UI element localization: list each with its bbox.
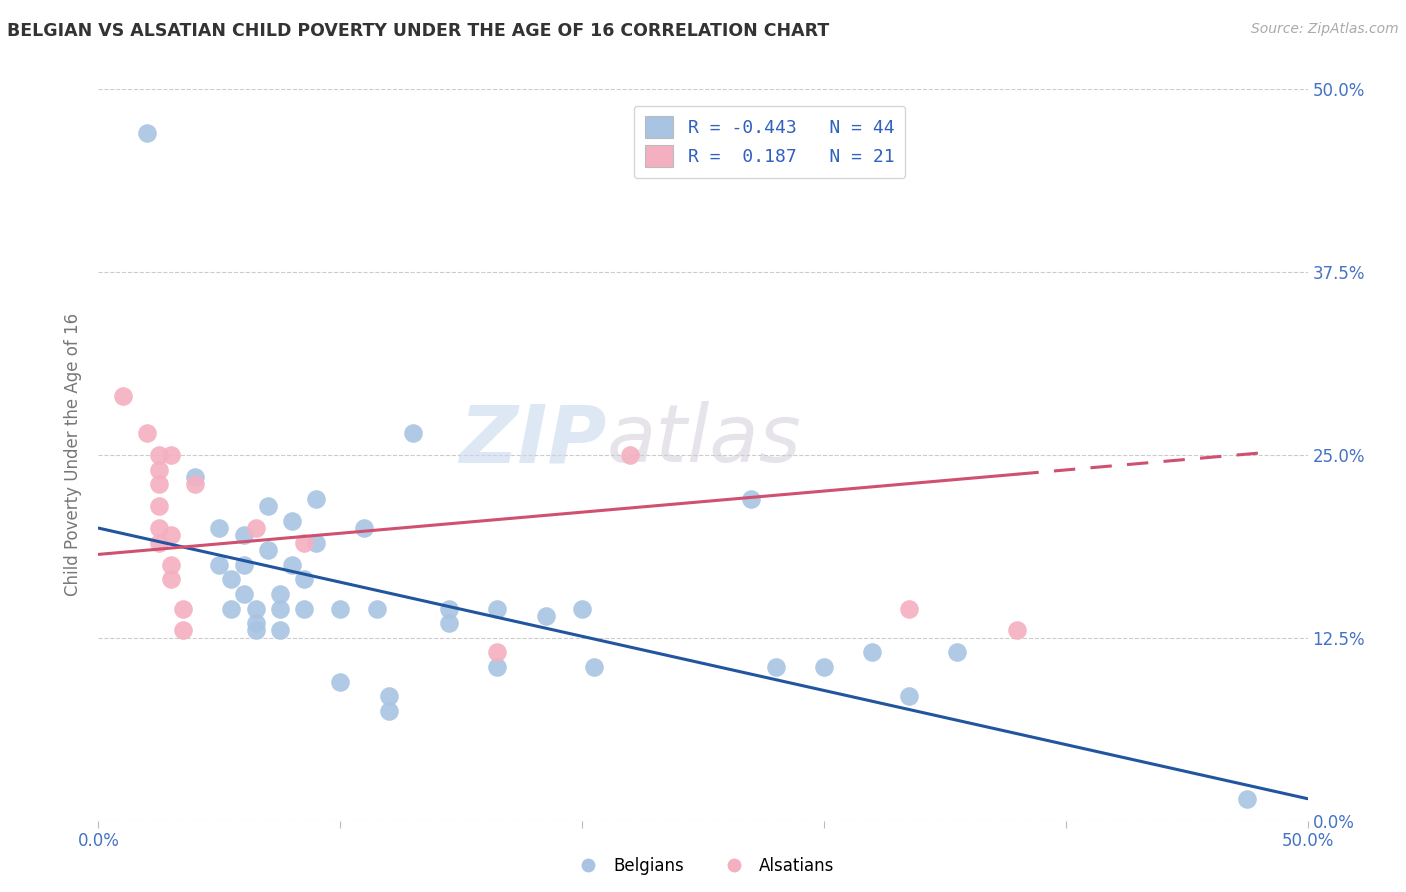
Point (329, 674, 352, 689)
Point (292, 572, 315, 586)
Text: BELGIAN VS ALSATIAN CHILD POVERTY UNDER THE AGE OF 16 CORRELATION CHART: BELGIAN VS ALSATIAN CHILD POVERTY UNDER … (7, 22, 830, 40)
Point (232, 587, 254, 601)
Point (221, 601, 243, 615)
Point (305, 491, 328, 506)
Point (245, 601, 267, 615)
Point (486, 660, 509, 674)
Point (437, 601, 460, 615)
Point (160, 558, 183, 572)
Point (486, 601, 509, 615)
Point (111, 389, 134, 403)
Point (765, 660, 787, 674)
Point (135, 425, 157, 440)
Point (148, 521, 170, 535)
Point (486, 645, 509, 659)
Point (813, 660, 835, 674)
Point (377, 690, 399, 704)
Point (135, 126, 157, 140)
Legend: Belgians, Alsatians: Belgians, Alsatians (565, 850, 841, 882)
Point (305, 535, 328, 549)
Point (245, 616, 267, 631)
Y-axis label: Child Poverty Under the Age of 16: Child Poverty Under the Age of 16 (65, 313, 83, 597)
Point (402, 425, 425, 440)
Point (353, 521, 375, 535)
Point (366, 601, 388, 615)
Point (292, 535, 315, 549)
Point (184, 470, 207, 484)
Point (148, 477, 170, 491)
Point (172, 601, 194, 615)
Point (245, 624, 267, 638)
Point (946, 645, 969, 659)
Point (148, 462, 170, 476)
Point (377, 704, 399, 718)
Text: ZIP: ZIP (458, 401, 606, 479)
Point (281, 514, 304, 528)
Point (740, 491, 762, 506)
Point (245, 521, 267, 535)
Point (232, 558, 254, 572)
Point (897, 601, 920, 615)
Point (208, 521, 231, 535)
Point (172, 624, 194, 638)
Text: atlas: atlas (606, 401, 801, 479)
Point (619, 448, 641, 462)
Point (160, 448, 183, 462)
Point (292, 601, 315, 615)
Text: Source: ZipAtlas.com: Source: ZipAtlas.com (1251, 22, 1399, 37)
Point (148, 448, 170, 462)
Point (583, 660, 606, 674)
Point (897, 690, 920, 704)
Point (232, 528, 254, 542)
Point (256, 499, 278, 513)
Point (534, 608, 557, 623)
Point (256, 543, 278, 558)
Point (148, 499, 170, 513)
Point (860, 645, 883, 659)
Point (269, 587, 291, 601)
Point (160, 528, 183, 542)
Point (221, 572, 243, 586)
Point (281, 558, 304, 572)
Point (1007, 624, 1029, 638)
Point (184, 477, 207, 491)
Point (571, 601, 593, 615)
Point (208, 558, 231, 572)
Point (160, 572, 183, 586)
Point (269, 601, 291, 615)
Point (1236, 791, 1258, 805)
Point (437, 616, 460, 631)
Point (329, 601, 352, 615)
Point (148, 535, 170, 549)
Point (269, 624, 291, 638)
